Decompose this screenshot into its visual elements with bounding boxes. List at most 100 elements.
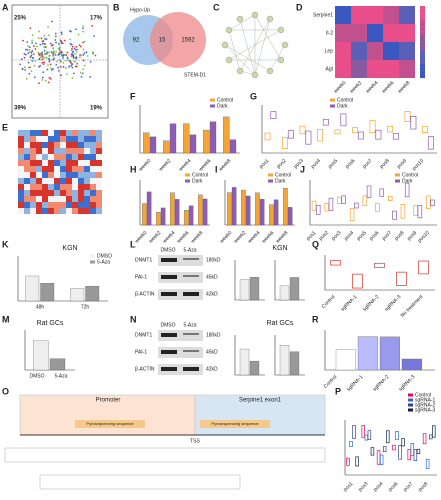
heat-cell [18,130,24,136]
heat-cell [30,190,36,196]
point [44,52,46,55]
point [53,52,56,55]
point [91,51,94,53]
point [48,76,51,79]
count: 1592 [181,38,195,44]
point [31,41,33,44]
point [72,54,75,57]
legend-label: Control [337,97,353,103]
point [70,43,73,46]
heat-cell [90,184,96,190]
edge [254,18,271,76]
box [317,129,324,142]
heat-cell [36,136,42,142]
legend-label: sgRNA-1 [415,397,436,403]
box [428,434,433,440]
heat-cell [84,184,90,190]
box [354,202,359,209]
point [35,45,38,48]
point [72,72,75,75]
box [352,425,356,439]
point [19,63,22,66]
region-label: Serpine1 exon1 [239,398,282,404]
panel-title: KGN [62,245,77,252]
heat-cell [72,208,78,214]
point [29,50,31,53]
heat-cell [96,184,102,190]
heat-cell [42,202,48,208]
point [52,53,55,56]
heat-cell [72,196,78,202]
colorbar [420,42,425,46]
heat-cell [351,24,367,42]
box [366,185,372,198]
heat-cell [367,42,383,60]
panel-label: C [213,2,220,12]
label: week4 [162,230,177,245]
heat-cell [18,178,24,184]
label: pos4 [372,481,384,493]
heat-cell [78,154,84,160]
heat-cell [48,148,54,154]
legend-key [408,393,413,397]
point [75,28,77,31]
box [330,260,341,266]
bar [231,187,237,226]
point [20,58,23,61]
heat-cell [42,190,48,196]
point [48,55,51,57]
heat-cell [36,142,42,148]
point [43,49,46,52]
colorbar [420,63,425,68]
panel-label: K [2,239,9,249]
heat-cell [54,130,60,136]
panel-label: G [250,91,257,101]
point [69,64,71,67]
box [417,205,423,219]
panel-title: Rat GCs [37,320,64,327]
colorbar [420,24,425,28]
label: pos3 [331,230,343,242]
legend-key [408,403,413,407]
heat-cell [36,172,42,178]
point [42,57,45,60]
label: sgRNA-2 [372,374,391,393]
point [34,60,37,62]
point [62,66,65,68]
box [322,118,329,126]
colorbar [420,38,425,43]
point [25,77,28,80]
point [49,77,52,80]
heat-cell [335,6,351,24]
point [22,39,24,42]
bar [269,204,274,226]
legend-label: Control [217,97,233,103]
label: pos7 [402,481,414,493]
point [28,49,31,51]
label: pos6 [368,230,380,242]
protein-label: β-ACTIN [135,366,155,372]
heat-cell [24,172,30,178]
point [83,40,86,43]
box [395,430,399,441]
label: 5-Aza [54,373,67,379]
label: week2 [349,80,364,95]
label: sgRNA-2 [362,294,381,313]
box [387,195,393,201]
heat-cell [54,166,60,172]
quadrant-label: 19% [90,106,103,112]
heat-cell [42,154,48,160]
heat-cell [18,154,24,160]
heat-cell [24,178,30,184]
colorbar [420,70,425,75]
point [59,60,62,63]
point [74,65,77,68]
bar [227,192,232,226]
box [364,434,369,441]
region-label: Promoter [96,398,121,404]
label: 5-Aza [183,247,196,253]
heat-cell [18,202,24,208]
panel-label: F [130,91,136,101]
label: pos9 [396,158,408,170]
venn-set [150,12,206,68]
